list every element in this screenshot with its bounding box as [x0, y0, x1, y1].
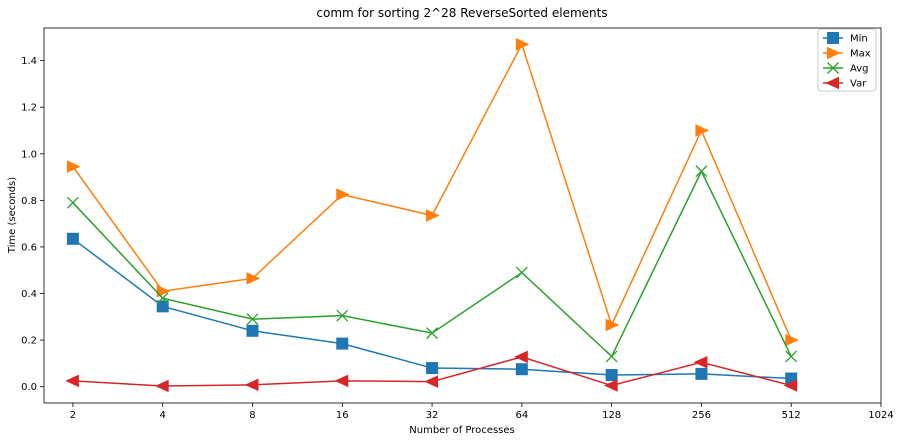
chart-title: comm for sorting 2^28 ReverseSorted elem… — [316, 6, 607, 20]
y-tick-label: 1.2 — [21, 103, 37, 114]
series-min — [66, 232, 798, 385]
data-point-var — [154, 379, 169, 393]
legend-marker-min — [827, 32, 839, 44]
data-point-min — [695, 367, 708, 380]
legend-label-var: Var — [850, 79, 867, 90]
data-point-min — [426, 362, 439, 375]
series-max — [66, 38, 799, 347]
data-point-max — [426, 209, 440, 222]
data-point-min — [156, 300, 169, 313]
data-point-avg — [246, 313, 259, 326]
y-axis-label: Time (seconds) — [7, 177, 18, 254]
y-tick-label: 0.4 — [21, 289, 37, 300]
x-axis: 2 4 8 16 32 64 128 256 512 1024 — [70, 403, 894, 421]
legend: Min Max Avg Var — [817, 28, 877, 92]
data-point-avg — [785, 350, 798, 363]
data-point-var — [514, 350, 528, 364]
data-point-var — [334, 374, 349, 388]
data-point-max — [785, 333, 799, 347]
legend-box — [817, 28, 877, 92]
data-point-min — [605, 369, 618, 382]
data-point-var — [244, 378, 259, 392]
y-tick-label: 1.0 — [21, 149, 37, 160]
y-tick-label: 0.8 — [21, 196, 37, 207]
data-point-max — [156, 284, 171, 298]
series-line-avg — [72, 169, 792, 358]
data-point-var — [603, 379, 618, 392]
legend-item-min: Min — [823, 32, 868, 45]
data-point-var — [693, 355, 708, 369]
x-tick-label: 32 — [426, 410, 439, 421]
data-point-max — [695, 124, 710, 137]
legend-label-max: Max — [850, 49, 871, 60]
data-point-max — [336, 188, 350, 201]
data-point-max — [605, 318, 620, 332]
data-point-var — [424, 375, 439, 388]
data-point-min — [66, 232, 79, 245]
legend-label-avg: Avg — [850, 64, 869, 75]
series-line-max — [72, 42, 792, 341]
y-tick-label: 0.2 — [21, 336, 37, 347]
x-tick-label: 256 — [692, 410, 711, 421]
x-tick-label: 512 — [782, 410, 801, 421]
data-point-avg — [66, 196, 79, 209]
series-var — [65, 350, 798, 393]
series-avg — [66, 165, 798, 363]
data-point-avg — [336, 309, 349, 322]
x-tick-label: 1024 — [868, 410, 893, 421]
legend-item-avg: Avg — [823, 62, 869, 75]
data-point-avg — [515, 266, 528, 279]
data-point-var — [783, 379, 798, 392]
y-tick-label: 1.4 — [21, 56, 37, 67]
data-point-avg — [156, 292, 169, 305]
data-point-min — [336, 337, 349, 350]
legend-marker-max — [827, 46, 841, 60]
legend-item-max: Max — [823, 46, 871, 60]
data-point-min — [515, 363, 528, 376]
data-point-min — [246, 324, 259, 337]
y-tick-label: 0.6 — [21, 242, 37, 253]
x-tick-label: 8 — [249, 410, 255, 421]
series-layer — [65, 38, 799, 393]
data-point-max — [515, 38, 530, 51]
x-axis-label: Number of Processes — [409, 425, 514, 436]
plot-area — [43, 27, 882, 404]
data-point-avg — [695, 165, 708, 178]
x-tick-label: 2 — [70, 410, 76, 421]
x-tick-label: 16 — [336, 410, 349, 421]
y-axis: 0.0 0.2 0.4 0.6 0.8 1.0 1.2 1.4 — [21, 56, 44, 393]
legend-marker-var — [825, 76, 839, 90]
data-point-max — [66, 160, 81, 173]
data-point-avg — [426, 327, 439, 340]
data-point-var — [65, 374, 79, 388]
x-tick-label: 4 — [160, 410, 166, 421]
series-line-min — [72, 238, 792, 380]
x-tick-label: 128 — [602, 410, 621, 421]
legend-label-min: Min — [850, 34, 868, 45]
legend-item-var: Var — [823, 76, 867, 90]
data-point-avg — [605, 350, 618, 363]
y-tick-label: 0.0 — [21, 382, 37, 393]
x-tick-label: 64 — [515, 410, 528, 421]
data-point-max — [246, 272, 261, 285]
legend-marker-avg — [827, 62, 839, 74]
